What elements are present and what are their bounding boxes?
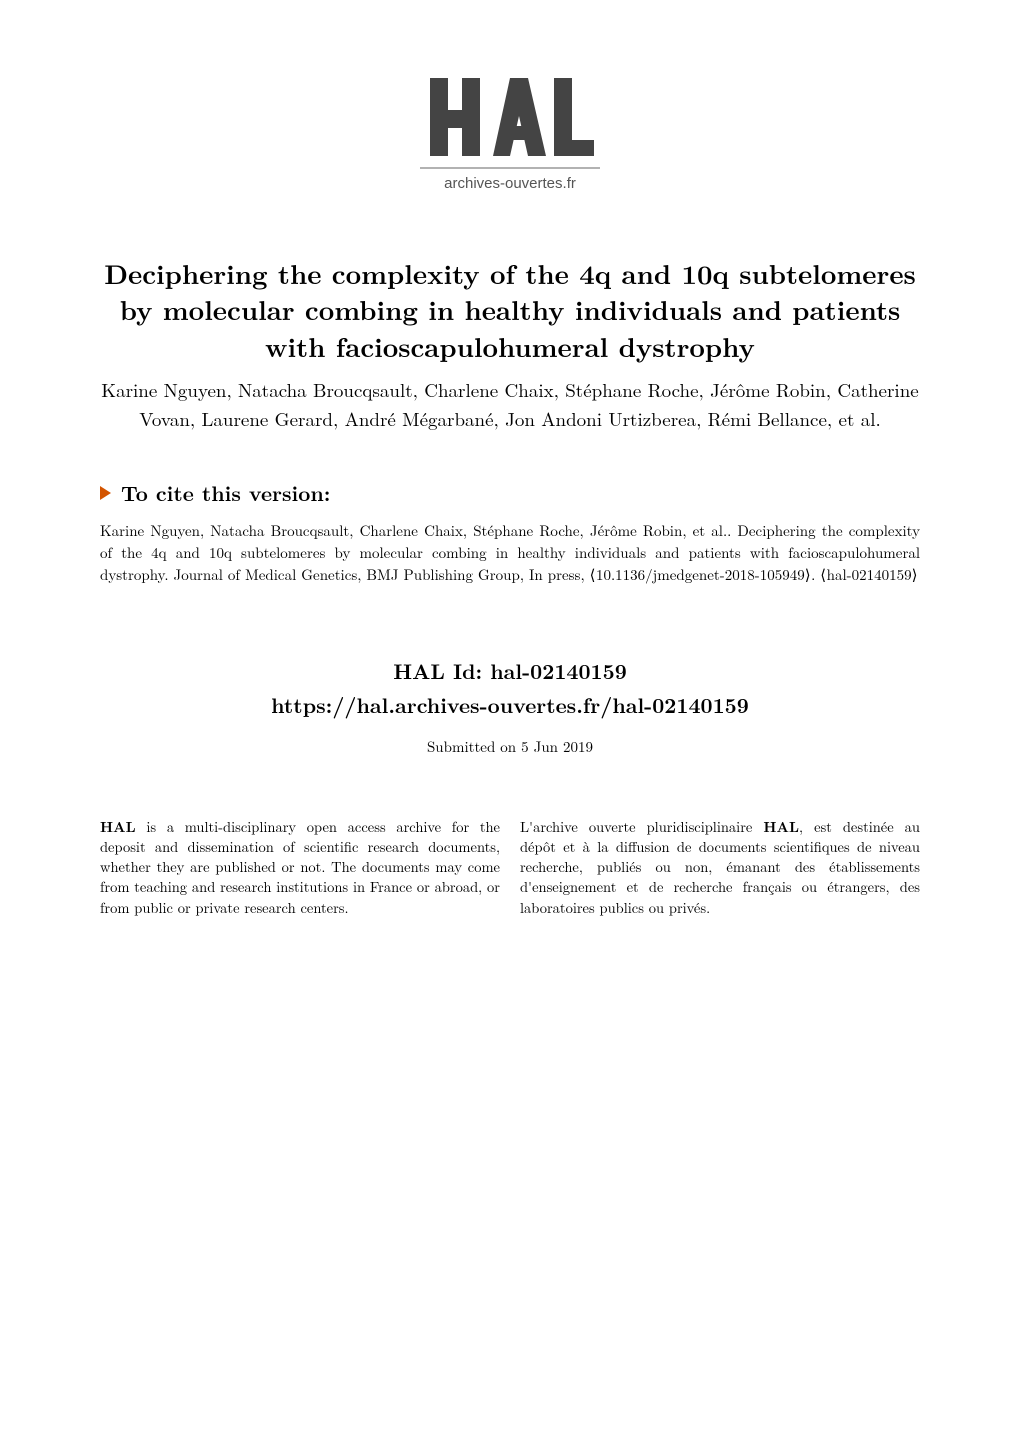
cite-hal-ref: hal-02140159 [827, 564, 912, 585]
halid-line: HAL Id: hal-02140159 [100, 656, 920, 686]
column-right: L'archive ouverte pluridisciplinaire HAL… [520, 817, 920, 918]
cite-doi: 10.1136/jmedgenet-2018-105949 [596, 564, 805, 585]
halid-section: HAL Id: hal-02140159 https://hal.archive… [100, 656, 920, 757]
halid-value: hal-02140159 [490, 656, 627, 686]
col-left-bold: HAL [100, 817, 136, 837]
col-left-text: is a multi-disciplinary open access arch… [100, 817, 500, 918]
title-section: Deciphering the complexity of the 4q and… [100, 255, 920, 364]
hal-logo: archives-ouvertes.fr [420, 60, 600, 205]
column-left: HAL is a multi-disciplinary open access … [100, 817, 500, 918]
paper-title: Deciphering the complexity of the 4q and… [100, 255, 920, 364]
cite-header-label: To cite this version: [121, 478, 330, 508]
page-container: archives-ouvertes.fr Deciphering the com… [0, 0, 1020, 1442]
cite-body: Karine Nguyen, Natacha Broucqsault, Char… [100, 520, 920, 585]
halid-label: HAL Id: [393, 656, 490, 686]
col-right-bold: HAL [763, 817, 799, 837]
cite-header: To cite this version: [100, 478, 920, 508]
logo-subtitle-text: archives-ouvertes.fr [444, 175, 576, 192]
hal-logo-svg: archives-ouvertes.fr [420, 60, 600, 200]
logo-section: archives-ouvertes.fr [100, 60, 920, 205]
col-right-prefix: L'archive ouverte pluridisciplinaire [520, 817, 763, 837]
submitted-line: Submitted on 5 Jun 2019 [100, 736, 920, 757]
authors-list: Karine Nguyen, Natacha Broucqsault, Char… [100, 376, 920, 433]
submitted-label: Submitted on [427, 736, 521, 757]
description-columns: HAL is a multi-disciplinary open access … [100, 817, 920, 918]
triangle-right-icon [100, 486, 111, 500]
halid-url[interactable]: https://hal.archives-ouvertes.fr/hal-021… [100, 690, 920, 720]
submitted-date: 5 Jun 2019 [521, 736, 593, 757]
cite-section: To cite this version: Karine Nguyen, Nat… [100, 478, 920, 585]
